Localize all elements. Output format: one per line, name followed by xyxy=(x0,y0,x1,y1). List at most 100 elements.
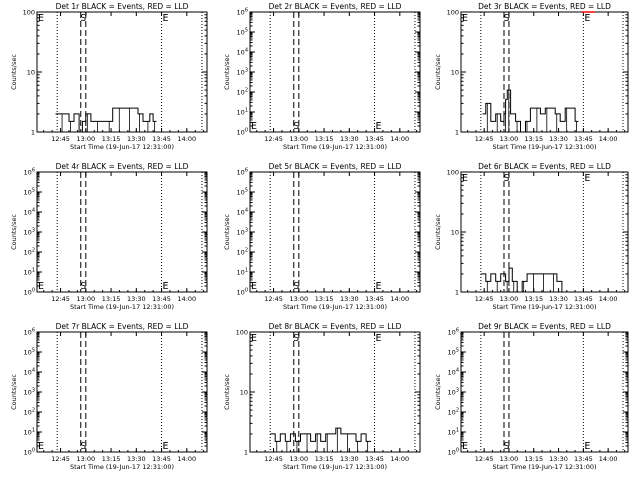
x-tick-label: 13:45 xyxy=(574,295,593,303)
y-tick-label: 100 xyxy=(447,169,459,177)
x-tick-label: 12:45 xyxy=(475,295,494,303)
events-series xyxy=(55,107,157,133)
x-tick-label: 13:45 xyxy=(574,135,593,143)
marker-s: S xyxy=(293,333,299,344)
x-tick-label: 14:00 xyxy=(599,135,618,143)
y-tick-label: 100 xyxy=(448,448,459,457)
y-axis-label: Counts/sec xyxy=(434,54,442,90)
chart-panel-5: Det 5r BLACK = Events, RED = LLD 100 101 10… xyxy=(223,162,421,311)
x-tick-label: 12:45 xyxy=(51,455,70,463)
chart-title: Det 2r BLACK = Events, RED = LLD xyxy=(269,2,402,11)
marker-s: S xyxy=(503,173,509,184)
marker-e: E xyxy=(251,333,257,344)
y-tick-label: 103 xyxy=(237,68,248,77)
x-tick-label: 13:30 xyxy=(127,455,146,463)
x-tick-label: 13:00 xyxy=(76,135,95,143)
y-tick-label: 100 xyxy=(24,448,35,457)
y-tick-label: 10 xyxy=(451,229,459,237)
plot-frame xyxy=(36,171,208,293)
plot-frame xyxy=(460,331,629,453)
x-tick-label: 13:30 xyxy=(549,455,568,463)
y-tick-label: 103 xyxy=(237,228,248,237)
chart-panel-7: Det 7r BLACK = Events, RED = LLD 100 101 10… xyxy=(10,322,208,471)
y-tick-label: 106 xyxy=(237,168,248,177)
marker-e: E xyxy=(163,281,169,292)
x-tick-label: 13:15 xyxy=(524,455,543,463)
marker-s: S xyxy=(293,121,299,132)
x-tick-label: 13:15 xyxy=(315,455,334,463)
chart-title: Det 3r BLACK = Events, RED = LLD xyxy=(478,2,611,11)
marker-s: S xyxy=(80,13,86,24)
marker-e: E xyxy=(584,173,590,184)
marker-e: E xyxy=(251,281,257,292)
events-series xyxy=(270,427,372,442)
x-tick-label: 13:30 xyxy=(340,455,359,463)
y-tick-label: 105 xyxy=(24,188,35,197)
y-tick-label: 103 xyxy=(24,228,35,237)
marker-e: E xyxy=(163,13,169,24)
y-tick-label: 103 xyxy=(448,388,459,397)
y-axis-label: Counts/sec xyxy=(223,54,231,90)
x-tick-label: 13:00 xyxy=(500,455,519,463)
x-tick-label: 13:15 xyxy=(524,135,543,143)
y-tick-label: 1 xyxy=(455,129,459,137)
y-tick-label: 105 xyxy=(237,188,248,197)
x-tick-label: 13:00 xyxy=(500,295,519,303)
y-tick-label: 1 xyxy=(244,449,248,457)
chart-panel-1: Det 1r BLACK = Events, RED = LLD 1 10 100 12… xyxy=(10,2,208,151)
chart-title: Det 4r BLACK = Events, RED = LLD xyxy=(56,162,189,171)
events-series xyxy=(482,89,579,133)
chart-panel-4: Det 4r BLACK = Events, RED = LLD 100 101 10… xyxy=(10,162,208,311)
y-tick-label: 102 xyxy=(24,248,35,257)
x-axis-label: Start Time (19-Jun-17 12:31:00) xyxy=(70,303,174,311)
x-axis-label: Start Time (19-Jun-17 12:31:00) xyxy=(493,143,597,151)
x-tick-label: 13:30 xyxy=(340,135,359,143)
plot-frame xyxy=(36,331,208,453)
y-axis-label: Counts/sec xyxy=(434,214,442,250)
marker-s: S xyxy=(80,281,86,292)
x-axis-label: Start Time (19-Jun-17 12:31:00) xyxy=(283,303,387,311)
x-tick-label: 13:45 xyxy=(574,455,593,463)
plot-frame xyxy=(249,171,421,293)
x-tick-label: 14:00 xyxy=(599,455,618,463)
x-tick-label: 13:45 xyxy=(152,295,171,303)
x-tick-label: 13:15 xyxy=(102,455,121,463)
marker-e: E xyxy=(462,441,468,452)
x-tick-label: 13:15 xyxy=(315,135,334,143)
x-tick-label: 14:00 xyxy=(599,295,618,303)
marker-e: E xyxy=(376,121,382,132)
x-tick-label: 13:00 xyxy=(289,455,308,463)
y-tick-label: 100 xyxy=(23,9,35,17)
x-tick-label: 14:00 xyxy=(390,455,409,463)
chart-title: Det 9r BLACK = Events, RED = LLD xyxy=(478,322,611,331)
x-tick-label: 12:45 xyxy=(51,135,70,143)
x-axis-label: Start Time (19-Jun-17 12:31:00) xyxy=(283,463,387,471)
x-tick-label: 13:45 xyxy=(365,455,384,463)
y-tick-label: 101 xyxy=(237,268,248,277)
y-tick-label: 105 xyxy=(24,348,35,357)
chart-title: Det 5r BLACK = Events, RED = LLD xyxy=(269,162,402,171)
y-tick-label: 104 xyxy=(24,208,35,217)
x-axis-label: Start Time (19-Jun-17 12:31:00) xyxy=(493,303,597,311)
y-axis-label: Counts/sec xyxy=(223,374,231,410)
x-tick-label: 13:15 xyxy=(524,295,543,303)
marker-e: E xyxy=(251,121,257,132)
y-tick-label: 106 xyxy=(448,328,459,337)
y-tick-label: 106 xyxy=(24,328,35,337)
x-tick-label: 13:00 xyxy=(289,295,308,303)
x-tick-label: 13:30 xyxy=(127,295,146,303)
marker-e: E xyxy=(462,173,468,184)
x-tick-label: 13:30 xyxy=(549,135,568,143)
y-tick-label: 100 xyxy=(236,329,248,337)
x-axis-label: Start Time (19-Jun-17 12:31:00) xyxy=(283,143,387,151)
x-tick-label: 13:45 xyxy=(152,455,171,463)
x-tick-label: 14:00 xyxy=(390,135,409,143)
y-tick-label: 101 xyxy=(448,428,459,437)
y-tick-label: 100 xyxy=(237,128,248,137)
chart-panel-8: Det 8r BLACK = Events, RED = LLD 1 10 100 12… xyxy=(223,322,421,471)
y-tick-label: 100 xyxy=(447,9,459,17)
y-tick-label: 102 xyxy=(237,88,248,97)
y-tick-label: 104 xyxy=(237,208,248,217)
marker-e: E xyxy=(38,281,44,292)
